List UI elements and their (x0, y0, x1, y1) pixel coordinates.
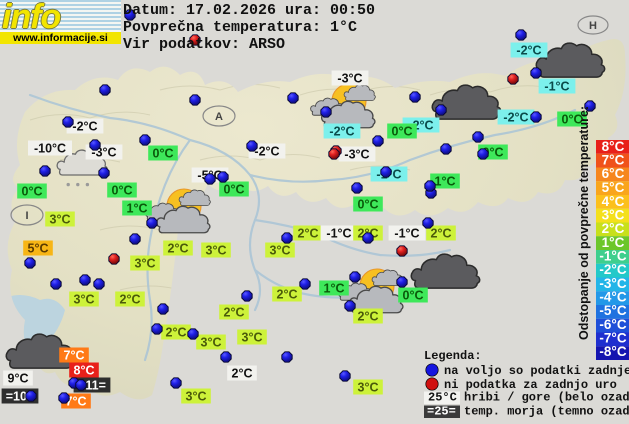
svg-text:3°C: 3°C (50, 212, 71, 226)
svg-text:3°C: 3°C (358, 380, 379, 394)
svg-text:1°C: 1°C (435, 174, 456, 188)
svg-text:-2°C: -2°C (516, 43, 541, 57)
svg-text:3°C: 3°C (206, 243, 227, 257)
svg-text:2°C: 2°C (232, 366, 253, 380)
svg-text:=25=: =25= (427, 405, 456, 419)
svg-text:2°C: 2°C (277, 287, 298, 301)
svg-text:-2°C: -2°C (254, 144, 279, 158)
svg-text:2°C: 2°C (120, 292, 141, 306)
svg-text:A: A (215, 111, 223, 123)
svg-text:2°C: 2°C (602, 221, 625, 236)
svg-text:5°C: 5°C (28, 241, 49, 255)
svg-text:0°C: 0°C (153, 146, 174, 160)
svg-text:25°C: 25°C (428, 391, 457, 405)
svg-text:hribi / gore (belo ozadje): hribi / gore (belo ozadje) (464, 391, 629, 405)
svg-text:-2°C: -2°C (329, 124, 354, 138)
svg-text:-5°C: -5°C (599, 303, 626, 318)
svg-text:H: H (589, 20, 597, 32)
svg-text:2°C: 2°C (224, 305, 245, 319)
svg-text:na voljo so podatki zadnje ure: na voljo so podatki zadnje ure (444, 364, 629, 378)
svg-text:0°C: 0°C (224, 182, 245, 196)
svg-text:2°C: 2°C (431, 226, 452, 240)
svg-text:2°C: 2°C (358, 309, 379, 323)
svg-text:-1°C: -1°C (326, 226, 351, 240)
svg-text:3°C: 3°C (270, 243, 291, 257)
svg-text:temp. morja (temno ozadje): temp. morja (temno ozadje) (464, 405, 629, 419)
svg-text:-10°C: -10°C (34, 141, 66, 155)
svg-text:-2°C: -2°C (72, 119, 97, 133)
svg-text:2°C: 2°C (166, 325, 187, 339)
svg-text:3°C: 3°C (186, 389, 207, 403)
svg-text:1°C: 1°C (324, 281, 345, 295)
svg-text:1°C: 1°C (127, 201, 148, 215)
svg-text:2°C: 2°C (298, 226, 319, 240)
svg-text:3°C: 3°C (135, 256, 156, 270)
svg-text:-2°C: -2°C (503, 110, 528, 124)
svg-text:-1°C: -1°C (394, 226, 419, 240)
svg-text:3°C: 3°C (201, 335, 222, 349)
svg-text:0°C: 0°C (392, 124, 413, 138)
svg-text:7°C: 7°C (64, 348, 85, 362)
svg-text:-8°C: -8°C (599, 344, 626, 359)
svg-text:0°C: 0°C (22, 184, 43, 198)
svg-text:-2°C: -2°C (599, 262, 626, 277)
svg-text:-1°C: -1°C (544, 79, 569, 93)
svg-text:I: I (25, 210, 28, 222)
svg-text:5°C: 5°C (602, 180, 625, 195)
svg-text:3°C: 3°C (242, 330, 263, 344)
svg-text:-3°C: -3°C (344, 147, 369, 161)
svg-text:8°C: 8°C (74, 363, 95, 377)
svg-text:9°C: 9°C (8, 371, 29, 385)
svg-text:3°C: 3°C (74, 292, 95, 306)
svg-text:6°C: 6°C (602, 166, 625, 181)
svg-text:2°C: 2°C (168, 241, 189, 255)
svg-text:-3°C: -3°C (337, 71, 362, 85)
svg-text:0°C: 0°C (112, 183, 133, 197)
svg-text:0°C: 0°C (358, 197, 379, 211)
svg-text:Odstopanje od povprečne temper: Odstopanje od povprečne temperature: (577, 106, 591, 340)
svg-text:Legenda:: Legenda: (424, 349, 482, 363)
svg-text:0°C: 0°C (403, 288, 424, 302)
